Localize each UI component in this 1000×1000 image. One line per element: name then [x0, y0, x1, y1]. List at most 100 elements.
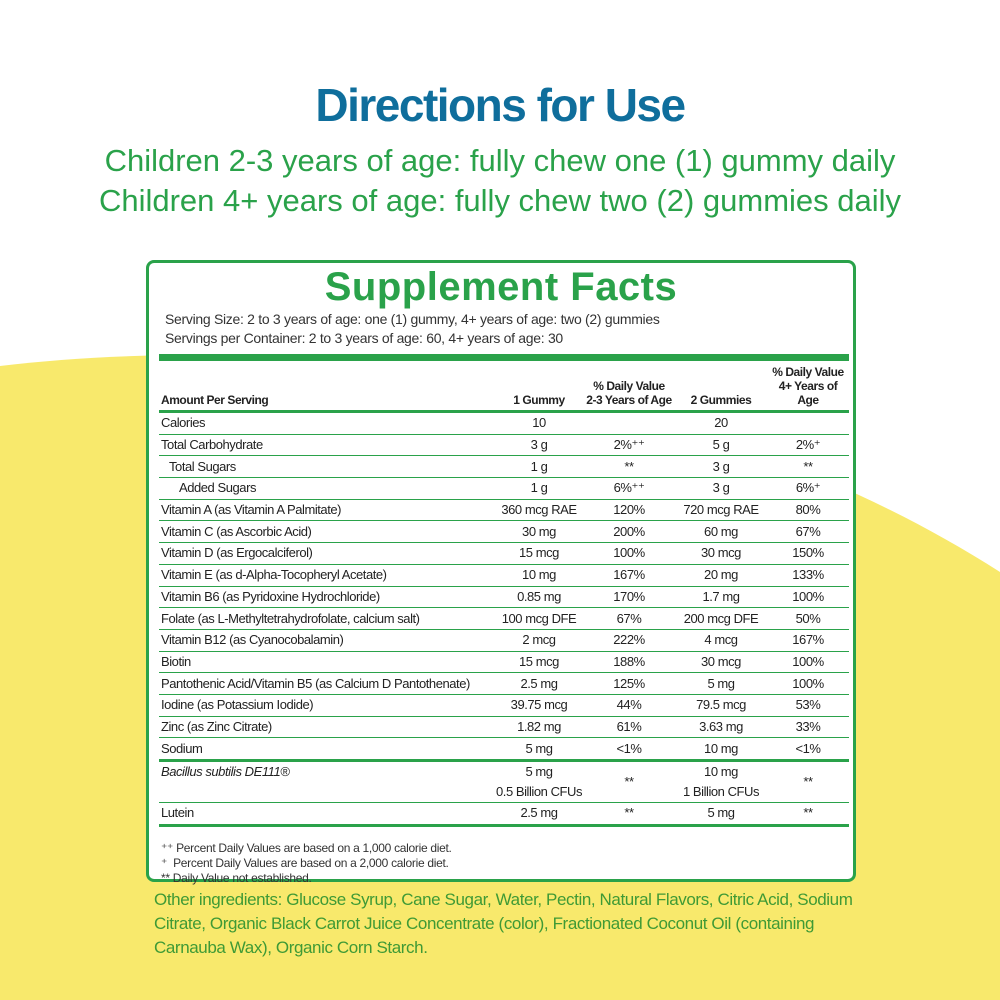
cell: 30 mg: [495, 520, 583, 544]
cell: 10 mg 1 Billion CFUs: [675, 760, 767, 803]
cell: 61%: [583, 716, 675, 739]
supplement-facts-panel: Supplement Facts Serving Size: 2 to 3 ye…: [146, 260, 856, 885]
nutrient-name: Added Sugars: [159, 477, 495, 500]
nutrient-name: Biotin: [159, 651, 495, 674]
table-row: Vitamin B12 (as Cyanocobalamin) 2 mcg 222%…: [159, 629, 849, 652]
table-row: Vitamin D (as Ergocalciferol) 15 mcg 100% 3…: [159, 542, 849, 565]
table-row: Added Sugars 1 g 6%⁺⁺ 3 g 6%⁺: [159, 477, 849, 500]
cell: 100%: [767, 651, 849, 674]
nutrient-name: Lutein: [159, 802, 495, 827]
table-row: Vitamin A (as Vitamin A Palmitate) 360 mc…: [159, 499, 849, 522]
table-row: Pantothenic Acid/Vitamin B5 (as Calcium …: [159, 672, 849, 695]
table-row: Iodine (as Potassium Iodide) 39.75 mcg 44%…: [159, 694, 849, 717]
cell: 2.5 mg: [495, 802, 583, 827]
cell: 188%: [583, 651, 675, 674]
cell: 67%: [583, 607, 675, 630]
cell: 2%⁺⁺: [583, 434, 675, 457]
cell: 100%: [767, 672, 849, 695]
cell: 6%⁺⁺: [583, 477, 675, 500]
nutrient-name: Calories: [159, 411, 495, 435]
cell: **: [767, 802, 849, 827]
column-header: Amount Per Serving: [161, 393, 269, 407]
cell: 79.5 mcg: [675, 694, 767, 717]
cell: 5 mg 0.5 Billion CFUs: [495, 760, 583, 803]
footnote: ⁺ Percent Daily Values are based on a 2,…: [161, 855, 449, 870]
cell: 150%: [767, 542, 849, 565]
nutrient-name: Folate (as L-Methyltetrahydrofolate, cal…: [159, 607, 495, 630]
nutrient-name: Total Sugars: [159, 455, 495, 479]
cell: 30 mcg: [675, 542, 767, 565]
cell: 3.63 mg: [675, 716, 767, 739]
nutrient-name: Iodine (as Potassium Iodide): [159, 694, 495, 717]
cell: 2.5 mg: [495, 672, 583, 695]
cell: 53%: [767, 694, 849, 717]
cell: 167%: [767, 629, 849, 652]
cell: 222%: [583, 629, 675, 652]
column-header: 2 Gummies: [690, 393, 752, 407]
cell: 20 mg: [675, 564, 767, 587]
table-row: Vitamin C (as Ascorbic Acid) 30 mg 200% 60 …: [159, 520, 849, 544]
cell: [767, 411, 849, 435]
cell: [583, 411, 675, 435]
cell: 3 g: [675, 477, 767, 500]
footnote: ** Daily Value not established.: [161, 870, 312, 885]
cell: **: [583, 760, 675, 803]
table-row: Bacillus subtilis DE111® 5 mg 0.5 Billion…: [159, 760, 849, 803]
cell: **: [767, 760, 849, 803]
table-body: Calories 10 20 Total Carbohydrate 3 g 2%⁺⁺ 5 g…: [159, 411, 849, 827]
header-row: Amount Per Serving 1 Gummy % Daily Value 2…: [159, 357, 849, 412]
nutrient-name: Vitamin D (as Ergocalciferol): [159, 542, 495, 565]
cell: 39.75 mcg: [495, 694, 583, 717]
cell: 133%: [767, 564, 849, 587]
cell: 200%: [583, 520, 675, 544]
cell: 170%: [583, 586, 675, 609]
nutrient-name: Sodium: [159, 737, 495, 762]
table-row: Total Carbohydrate 3 g 2%⁺⁺ 5 g 2%⁺: [159, 434, 849, 457]
cell: 10: [495, 411, 583, 435]
cell: 5 g: [675, 434, 767, 457]
footnotes: ⁺⁺ Percent Daily Values are based on a 1…: [149, 841, 853, 886]
cell: <1%: [583, 737, 675, 762]
nutrient-name: Total Carbohydrate: [159, 434, 495, 457]
cell: 5 mg: [495, 737, 583, 762]
table-row: Lutein 2.5 mg ** 5 mg **: [159, 802, 849, 827]
serving-size: Serving Size: 2 to 3 years of age: one (…: [165, 311, 660, 327]
cell: 1.82 mg: [495, 716, 583, 739]
cell: 0.85 mg: [495, 586, 583, 609]
cell: 6%⁺: [767, 477, 849, 500]
cell: 5 mg: [675, 802, 767, 827]
cell: 5 mg: [675, 672, 767, 695]
cell: 60 mg: [675, 520, 767, 544]
nutrient-name: Vitamin B12 (as Cyanocobalamin): [159, 629, 495, 652]
cell: 1 g: [495, 477, 583, 500]
table-row: Calories 10 20: [159, 411, 849, 435]
direction-line: Children 2-3 years of age: fully chew on…: [104, 143, 896, 178]
cell: 360 mcg RAE: [495, 499, 583, 522]
cell: 200 mcg DFE: [675, 607, 767, 630]
cell: 720 mcg RAE: [675, 499, 767, 522]
cell: 125%: [583, 672, 675, 695]
nutrient-name: Vitamin E (as d-Alpha-Tocopheryl Acetate…: [159, 564, 495, 587]
cell: 15 mcg: [495, 542, 583, 565]
cell: 67%: [767, 520, 849, 544]
cell: 3 g: [675, 455, 767, 479]
cell: 10 mg: [675, 737, 767, 762]
cell: **: [583, 802, 675, 827]
cell: 2 mcg: [495, 629, 583, 652]
cell: 33%: [767, 716, 849, 739]
nutrient-name: Bacillus subtilis DE111®: [159, 760, 495, 803]
direction-line: Children 4+ years of age: fully chew two…: [98, 183, 902, 218]
column-header: % Daily Value 4+ Years of Age: [772, 365, 844, 407]
cell: 50%: [767, 607, 849, 630]
cell: **: [767, 455, 849, 479]
other-ingredients: Other ingredients: Glucose Syrup, Cane S…: [154, 890, 853, 957]
cell: 4 mcg: [675, 629, 767, 652]
table-row: Zinc (as Zinc Citrate) 1.82 mg 61% 3.63 mg 3…: [159, 716, 849, 739]
cell: 44%: [583, 694, 675, 717]
facts-title: Supplement Facts: [324, 265, 678, 309]
cell: 120%: [583, 499, 675, 522]
servings-per-container: Servings per Container: 2 to 3 years of …: [165, 330, 563, 346]
table-row: Biotin 15 mcg 188% 30 mcg 100%: [159, 651, 849, 674]
cell: 100 mcg DFE: [495, 607, 583, 630]
